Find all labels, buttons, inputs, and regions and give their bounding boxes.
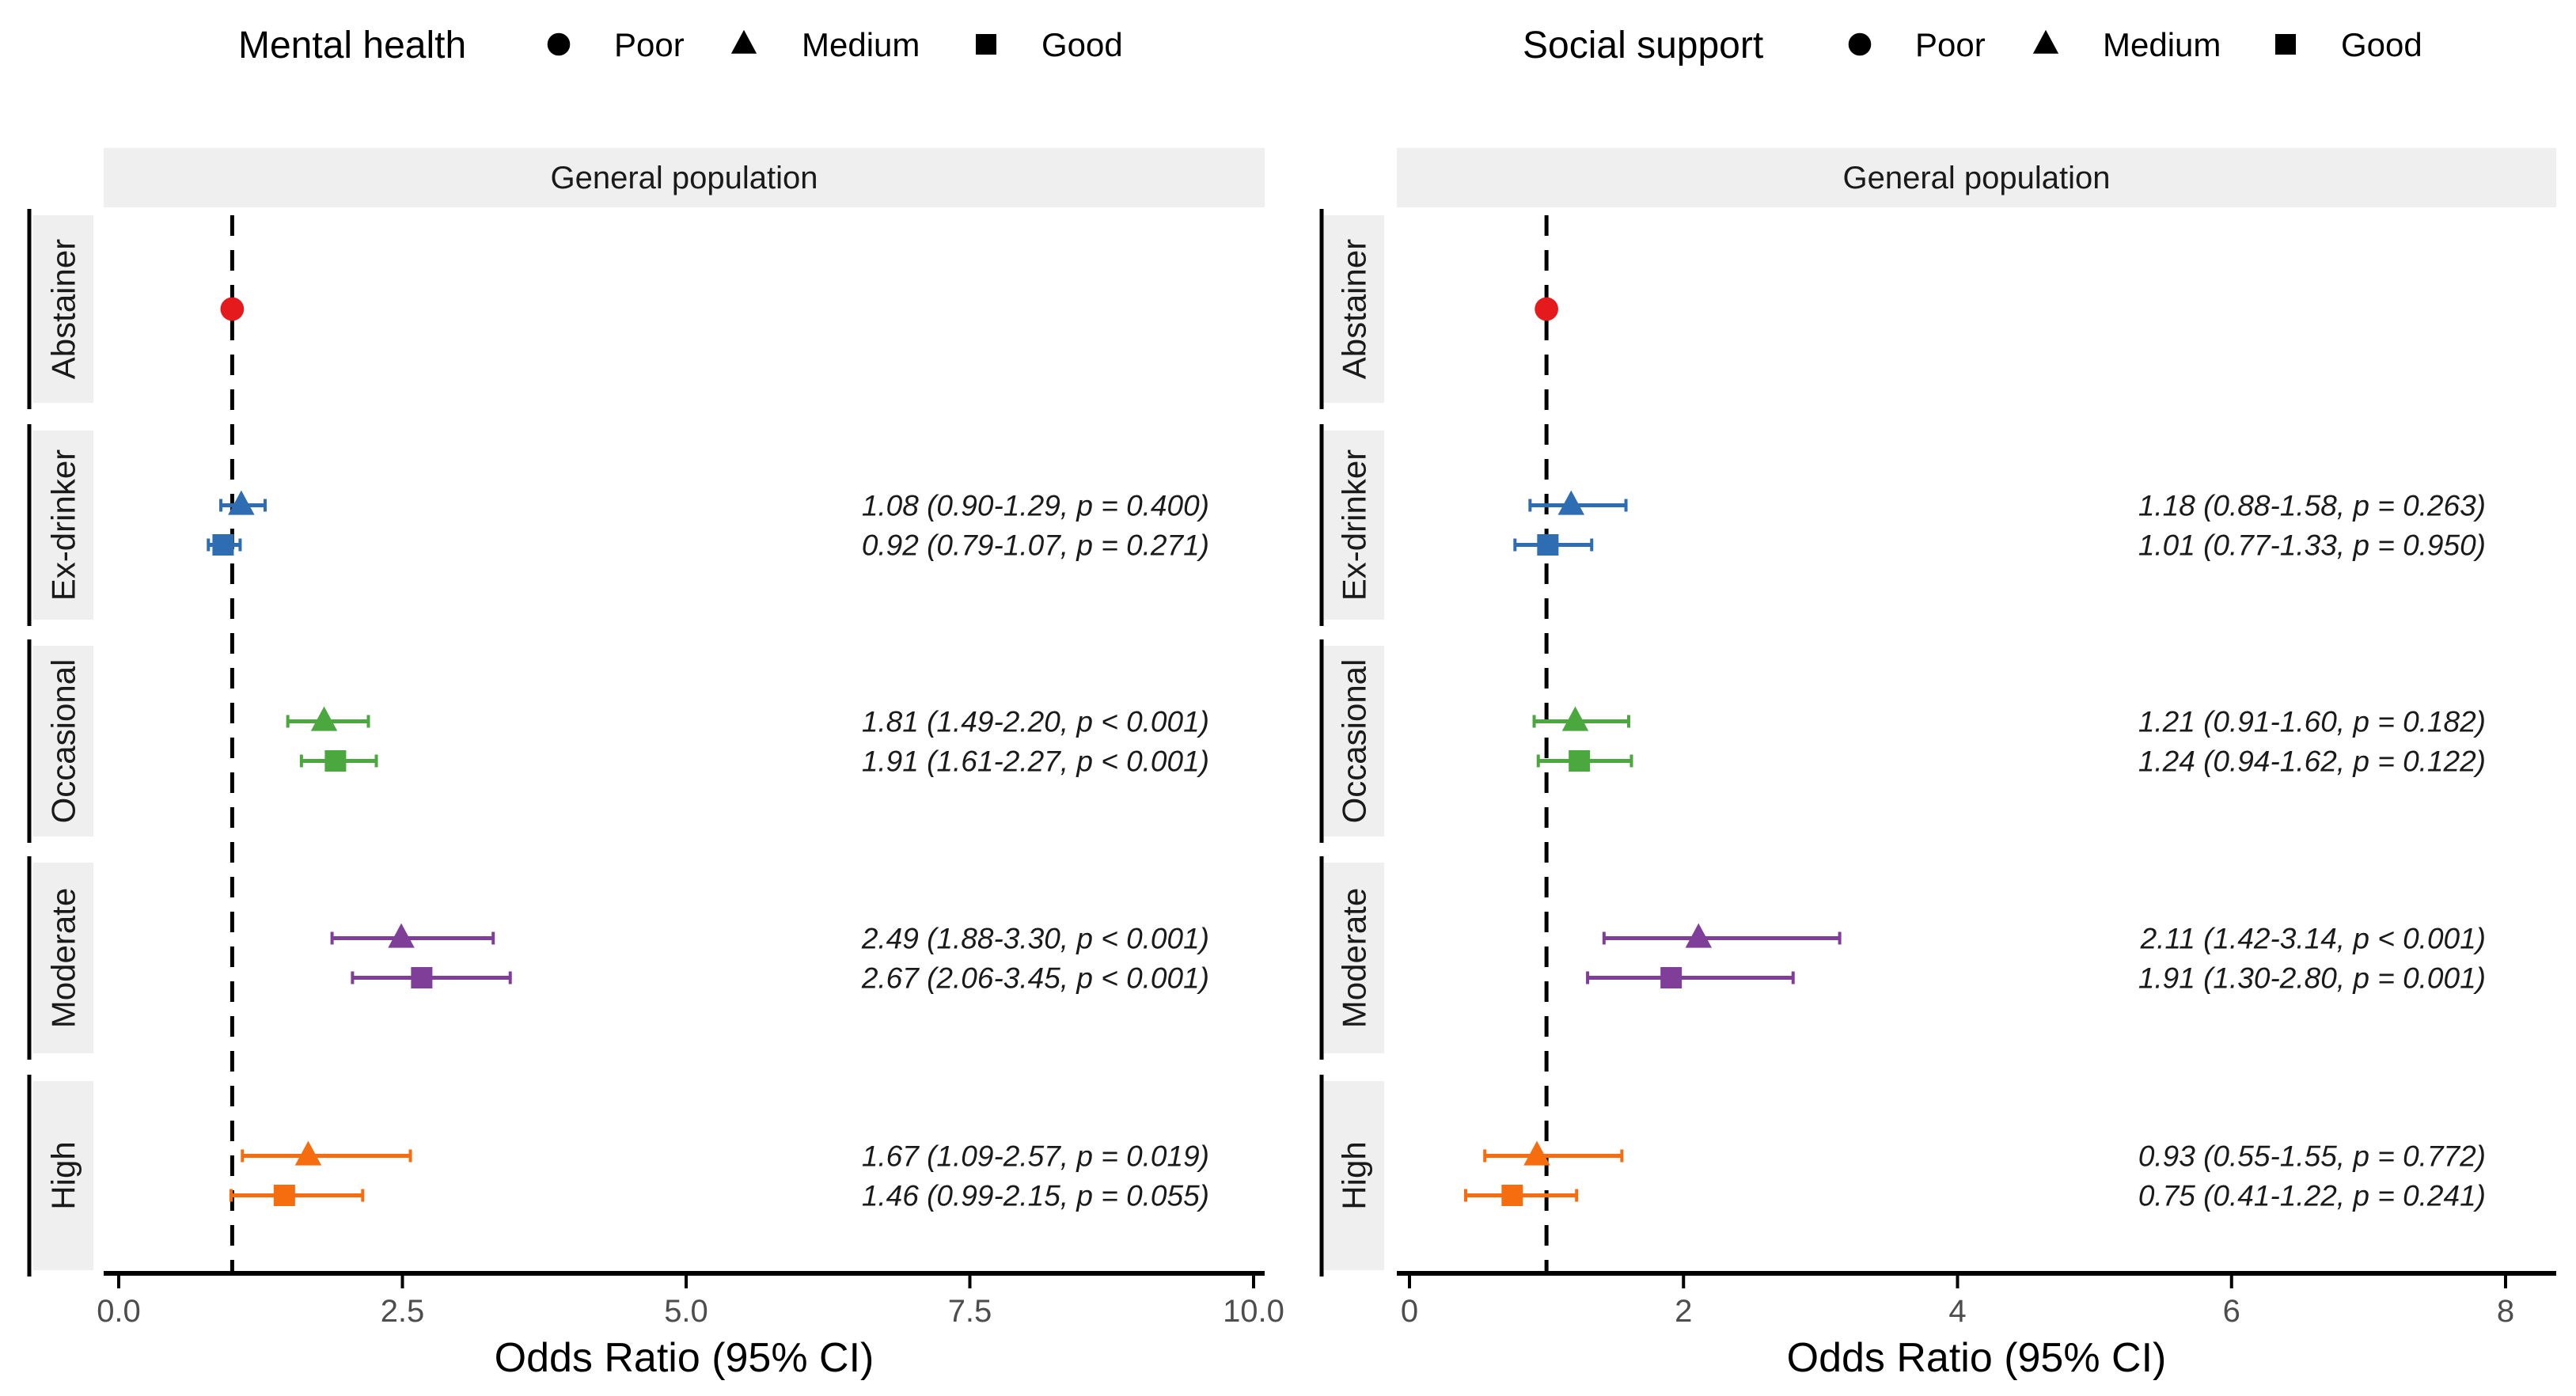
point-triangle: [1561, 706, 1589, 731]
row-strip: [33, 215, 93, 403]
row-label: High: [45, 1141, 82, 1209]
row-label: Occasional: [1336, 659, 1373, 824]
row-strip: [1324, 1081, 1384, 1270]
x-axis-title: Odds Ratio (95% CI): [1787, 1335, 2167, 1381]
estimate-label: 1.91 (1.30-2.80, p = 0.001): [2138, 962, 2486, 995]
point-square: [324, 750, 347, 772]
point-square: [1569, 750, 1591, 772]
estimate-label: 1.08 (0.90-1.29, p = 0.400): [862, 490, 1209, 522]
row-strip: [1324, 646, 1384, 836]
point-square: [212, 534, 234, 556]
legend-label-good: Good: [2341, 26, 2422, 63]
row-strip: [1324, 215, 1384, 403]
row-strip: [1324, 863, 1384, 1053]
facet-strip: [1397, 148, 2556, 207]
point-circle: [1535, 297, 1558, 321]
x-tick-label: 7.5: [948, 1294, 992, 1329]
estimate-label: 0.93 (0.55-1.55, p = 0.772): [2138, 1140, 2486, 1173]
x-tick-label: 0.0: [97, 1294, 141, 1329]
row-label: High: [1336, 1141, 1373, 1209]
legend-label-poor: Poor: [614, 26, 685, 63]
row-strip: [33, 1081, 93, 1270]
estimate-label: 0.75 (0.41-1.22, p = 0.241): [2138, 1180, 2486, 1212]
point-triangle: [388, 923, 415, 948]
legend-title: Social support: [1523, 25, 1763, 66]
panel-1: Mental health Poor Medium Good General popul…: [27, 25, 1284, 1381]
row-label: Ex-drinker: [45, 450, 82, 601]
estimate-label: 1.01 (0.77-1.33, p = 0.950): [2138, 529, 2486, 562]
point-triangle: [228, 490, 255, 515]
estimate-label: 1.67 (1.09-2.57, p = 0.019): [862, 1140, 1209, 1173]
legend-label-medium: Medium: [2103, 26, 2221, 63]
row-strip: [33, 431, 93, 620]
estimate-label: 1.46 (0.99-2.15, p = 0.055): [862, 1180, 1209, 1212]
row-strip: [33, 646, 93, 836]
x-tick-label: 10.0: [1223, 1294, 1284, 1329]
estimate-label: 2.49 (1.88-3.30, p < 0.001): [861, 923, 1209, 955]
point-square: [1660, 967, 1683, 988]
row-label: Occasional: [45, 659, 82, 824]
estimate-label: 0.92 (0.79-1.07, p = 0.271): [862, 529, 1209, 562]
point-square: [411, 967, 433, 988]
estimate-label: 1.24 (0.94-1.62, p = 0.122): [2138, 745, 2486, 778]
legend: Social support Poor Medium Good: [1523, 25, 2422, 66]
x-tick-label: 0: [1401, 1294, 1418, 1329]
point-triangle: [1685, 923, 1713, 948]
row-label: Moderate: [45, 888, 82, 1028]
estimate-label: 1.18 (0.88-1.58, p = 0.263): [2138, 490, 2486, 522]
legend-key-circle: [547, 32, 571, 56]
facet-label: General population: [1842, 161, 2110, 195]
facet-strip: [104, 148, 1265, 207]
x-tick-label: 5.0: [664, 1294, 708, 1329]
legend-key-circle: [1848, 32, 1872, 56]
legend-title: Mental health: [238, 25, 466, 66]
legend-key-triangle: [730, 29, 757, 54]
point-square: [273, 1185, 295, 1206]
facet-label: General population: [550, 161, 818, 195]
point-square: [1501, 1185, 1523, 1206]
estimate-label: 2.67 (2.06-3.45, p < 0.001): [861, 962, 1209, 995]
estimate-label: 1.91 (1.61-2.27, p < 0.001): [862, 745, 1209, 778]
x-tick-label: 8: [2497, 1294, 2514, 1329]
x-tick-label: 4: [1948, 1294, 1966, 1329]
point-triangle: [1523, 1140, 1550, 1166]
legend-label-poor: Poor: [1915, 26, 1986, 63]
legend-label-medium: Medium: [802, 26, 920, 63]
legend-key-square: [2275, 34, 2296, 55]
row-strip: [1324, 431, 1384, 620]
legend: Mental health Poor Medium Good: [238, 25, 1123, 66]
x-axis-title: Odds Ratio (95% CI): [495, 1335, 874, 1381]
point-triangle: [310, 706, 338, 731]
point-square: [1537, 534, 1559, 556]
point-triangle: [1557, 490, 1585, 515]
row-label: Abstainer: [45, 239, 82, 379]
legend-label-good: Good: [1041, 26, 1123, 63]
point-triangle: [294, 1140, 322, 1166]
row-strip: [33, 863, 93, 1053]
x-tick-label: 2: [1675, 1294, 1692, 1329]
estimate-label: 2.11 (1.42-3.14, p < 0.001): [2140, 923, 2486, 955]
estimate-label: 1.81 (1.49-2.20, p < 0.001): [862, 706, 1209, 738]
row-label: Abstainer: [1336, 239, 1373, 379]
legend-key-triangle: [2032, 29, 2059, 54]
estimate-label: 1.21 (0.91-1.60, p = 0.182): [2138, 706, 2486, 738]
legend-key-square: [976, 34, 996, 55]
panel-2: Social support Poor Medium Good General popu…: [1319, 25, 2556, 1381]
x-tick-label: 2.5: [381, 1294, 425, 1329]
row-label: Moderate: [1336, 888, 1373, 1028]
point-circle: [220, 297, 245, 321]
x-tick-label: 6: [2223, 1294, 2240, 1329]
row-label: Ex-drinker: [1336, 450, 1373, 601]
